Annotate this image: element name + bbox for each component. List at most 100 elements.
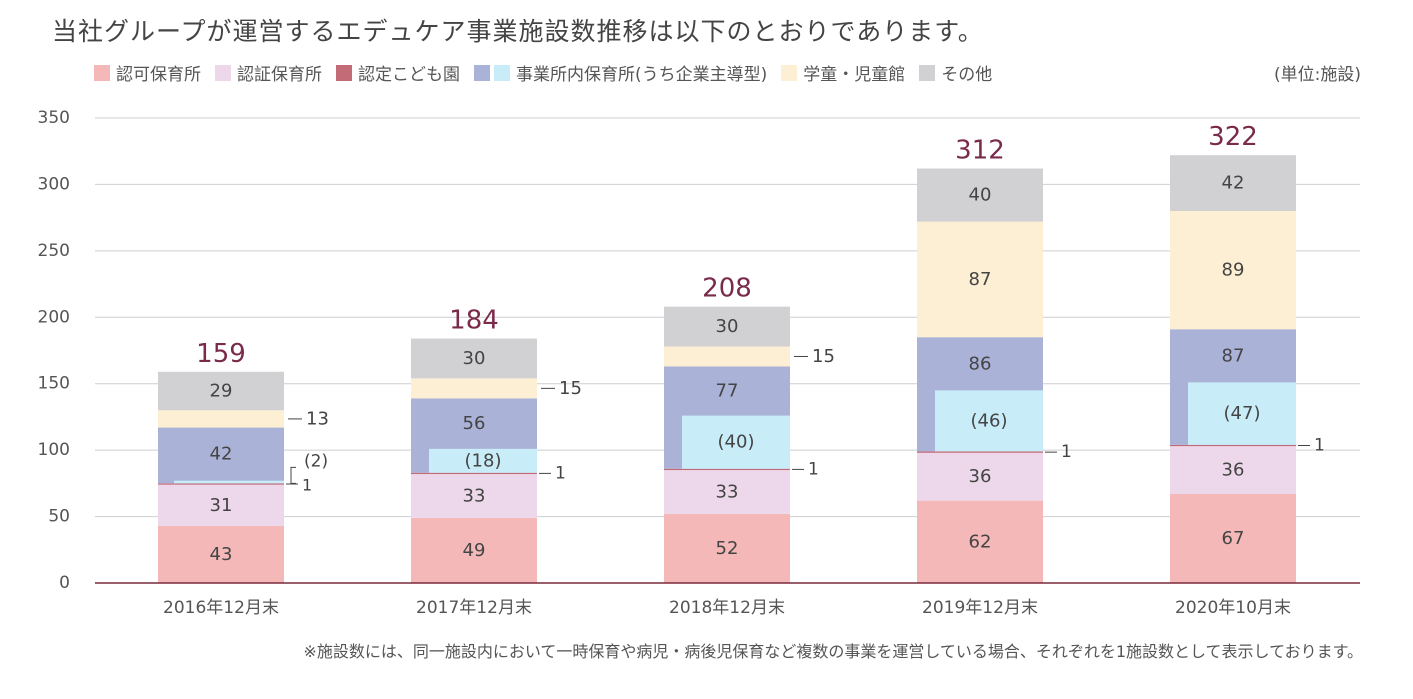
segment-label: 33 [463,485,486,506]
legend-label-ninka: 認可保育所 [116,65,201,85]
bar-segment [411,517,537,583]
bar-segment [664,346,790,367]
x-tick-label: 2018年12月末 [669,598,785,618]
y-tick-label: 250 [38,241,70,261]
bar-segment [917,500,1043,583]
bar-segment [664,513,790,583]
y-tick-label: 200 [38,307,70,327]
bar-segment [158,484,284,526]
subsegment-label: (2) [304,451,328,471]
segment-label: 1 [1061,442,1072,462]
page-title: 当社グループが運営するエデュケア事業施設数推移は以下のとおりであります。 [52,17,984,46]
legend-swatch-other [919,64,936,81]
legend-item-jigyosho: 事業所内保育所(うち企業主導型) [474,60,767,85]
subsegment-label: (47) [1224,403,1261,424]
bar-segment [1170,211,1296,330]
segment-label: 15 [559,378,582,399]
bar-segment [411,338,537,379]
bar-segment [158,525,284,583]
chart-legend: 認可保育所 認証保育所 認定こども園 事業所内保育所(うち企業主導型) 学童・児… [94,60,1006,85]
legend-item-gakudo: 学童・児童館 [781,60,905,85]
bar-segment [664,468,790,471]
legend-label-kodomoen: 認定こども園 [358,65,460,85]
segment-label: 15 [812,346,835,367]
leader-bracket [290,466,296,484]
segment-label: 43 [210,544,233,565]
bar-segment [1170,155,1296,211]
bar-segment [917,451,1043,453]
segment-label: 29 [210,381,233,402]
legend-swatch-jigyosho [474,64,490,81]
bar-segment [158,410,284,428]
segment-label: 30 [463,348,486,369]
segment-label: 42 [1222,173,1245,194]
bar-segment [664,470,790,514]
y-tick-label: 150 [38,374,70,394]
segment-label: 1 [1314,435,1325,455]
bar-segment [411,378,537,399]
legend-swatch-gakudo [781,64,798,81]
segment-label: 33 [716,481,739,502]
y-tick-label: 300 [38,174,70,194]
legend-label-other: その他 [941,65,993,85]
segment-label: 42 [210,444,233,465]
y-tick-label: 350 [38,108,70,128]
bar-subsegment [682,415,790,469]
bar-segment [411,472,537,475]
segment-label: 1 [555,463,566,483]
segment-label: 13 [306,408,329,429]
segment-label: 1 [808,459,819,479]
bar-segment [158,427,284,484]
segment-label: 56 [463,413,486,434]
bar-segment [411,474,537,518]
legend-item-other: その他 [919,60,992,85]
bar-segment [917,452,1043,501]
y-tick-label: 0 [59,573,70,593]
unit-label: (単位:施設) [1274,65,1361,85]
x-tick-label: 2016年12月末 [163,598,279,618]
total-label: 322 [1208,122,1258,152]
bar-subsegment [1188,382,1296,445]
y-tick-label: 50 [48,507,70,527]
legend-label-ninsho: 認証保育所 [237,65,322,85]
segment-label: 1 [302,476,312,495]
bar-subsegment [429,448,537,473]
bar-segment [917,168,1043,222]
total-label: 184 [449,306,499,336]
segment-label: 52 [716,538,739,559]
bar-segment [664,306,790,347]
total-label: 208 [702,274,752,304]
legend-swatch-ninsho [215,64,231,81]
bar-segment [158,483,284,485]
segment-label: 87 [1222,345,1245,366]
x-tick-label: 2020年10月末 [1175,598,1291,618]
segment-label: 62 [969,531,992,552]
subsegment-label: (18) [465,450,502,471]
segment-label: 87 [969,269,992,290]
footnote: ※施設数には、同一施設内において一時保育や病児・病後児保育など複数の事業を運営し… [303,642,1363,661]
legend-item-ninka: 認可保育所 [94,60,201,85]
subsegment-label: (40) [718,432,755,453]
legend-item-kodomoen: 認定こども園 [336,60,460,85]
y-tick-label: 100 [38,440,70,460]
legend-label-gakudo: 学童・児童館 [803,65,906,85]
legend-item-ninsho: 認証保育所 [215,60,322,85]
legend-swatch-kigyo [494,64,510,81]
bar-segment [158,371,284,411]
legend-swatch-ninka [94,64,110,81]
bar-segment [917,221,1043,338]
segment-label: 67 [1222,528,1245,549]
bar-subsegment [935,390,1043,452]
segment-label: 77 [716,381,739,402]
segment-label: 49 [463,540,486,561]
segment-label: 31 [210,495,233,516]
segment-label: 30 [716,316,739,337]
bar-subsegment [174,480,284,484]
segment-label: 89 [1222,260,1245,281]
segment-label: 36 [969,466,992,487]
subsegment-label: (46) [971,410,1008,431]
bar-segment [1170,493,1296,583]
legend-label-jigyosho: 事業所内保育所(うち企業主導型) [516,65,768,85]
total-label: 312 [955,135,1005,165]
